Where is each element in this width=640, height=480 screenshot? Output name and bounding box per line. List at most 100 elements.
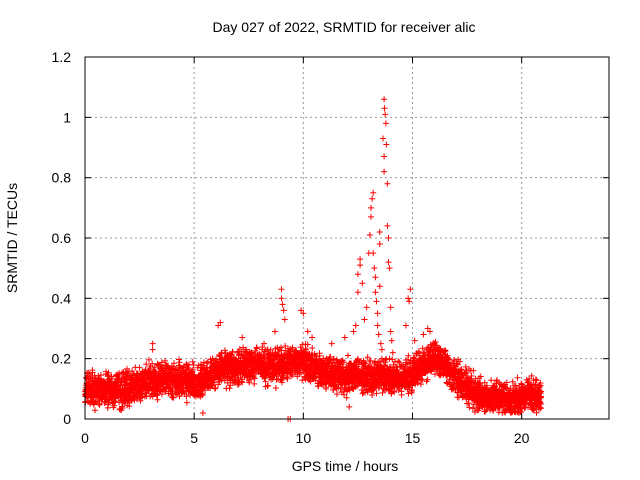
data-point bbox=[383, 141, 390, 148]
data-point bbox=[221, 347, 228, 354]
data-point bbox=[250, 374, 257, 381]
data-point bbox=[284, 375, 291, 382]
data-point bbox=[304, 328, 311, 335]
data-point bbox=[369, 195, 376, 202]
data-point bbox=[189, 358, 196, 365]
data-point bbox=[533, 377, 540, 384]
data-point bbox=[316, 352, 323, 359]
data-point bbox=[388, 337, 395, 344]
data-point bbox=[136, 364, 143, 371]
data-point bbox=[271, 328, 278, 335]
data-point bbox=[309, 345, 316, 352]
x-tick-label: 5 bbox=[190, 430, 198, 446]
data-point bbox=[154, 396, 161, 403]
data-point bbox=[170, 394, 177, 401]
data-point bbox=[488, 377, 495, 384]
data-point bbox=[374, 322, 381, 329]
data-point bbox=[341, 334, 348, 341]
data-point bbox=[375, 331, 382, 338]
data-point bbox=[346, 403, 353, 410]
data-point bbox=[234, 381, 241, 388]
data-point bbox=[509, 378, 516, 385]
data-point bbox=[381, 105, 388, 112]
data-point bbox=[200, 362, 207, 369]
y-tick-label: 0.8 bbox=[52, 170, 72, 186]
data-point bbox=[261, 348, 268, 355]
x-tick-label: 15 bbox=[405, 430, 421, 446]
data-point bbox=[170, 360, 177, 367]
data-point bbox=[357, 256, 364, 263]
data-point bbox=[129, 368, 136, 375]
x-axis-label: GPS time / hours bbox=[292, 458, 399, 474]
data-point bbox=[312, 377, 319, 384]
data-point bbox=[384, 180, 391, 187]
data-point bbox=[189, 366, 196, 373]
data-point bbox=[384, 222, 391, 229]
data-point bbox=[95, 372, 102, 379]
data-point bbox=[161, 357, 168, 364]
data-point bbox=[246, 379, 253, 386]
data-point bbox=[385, 235, 392, 241]
data-point bbox=[176, 372, 183, 379]
data-point bbox=[89, 369, 96, 376]
data-point bbox=[344, 352, 351, 359]
data-points bbox=[81, 96, 545, 422]
data-point bbox=[283, 374, 290, 381]
data-point bbox=[354, 271, 361, 278]
data-point bbox=[105, 369, 112, 376]
data-point bbox=[382, 111, 389, 118]
y-tick-label: 0.4 bbox=[52, 290, 72, 306]
data-point bbox=[372, 274, 379, 281]
data-point bbox=[217, 353, 224, 360]
data-point bbox=[381, 168, 388, 175]
data-point bbox=[357, 262, 364, 269]
data-point bbox=[158, 359, 165, 366]
data-point bbox=[279, 301, 286, 308]
data-point bbox=[239, 379, 246, 386]
data-point bbox=[116, 373, 123, 380]
data-point bbox=[406, 298, 413, 305]
data-point bbox=[350, 328, 357, 335]
data-point bbox=[366, 231, 373, 238]
data-point bbox=[514, 374, 521, 381]
data-point bbox=[372, 289, 379, 296]
data-point bbox=[289, 344, 296, 351]
data-point bbox=[119, 403, 126, 410]
data-point bbox=[330, 355, 337, 362]
data-point bbox=[253, 345, 260, 352]
data-point bbox=[385, 259, 392, 266]
data-point bbox=[381, 153, 388, 160]
data-point bbox=[86, 378, 93, 385]
data-point bbox=[287, 349, 294, 356]
data-point bbox=[309, 334, 316, 341]
data-point bbox=[183, 399, 190, 406]
data-point bbox=[92, 407, 99, 414]
data-point bbox=[280, 307, 287, 314]
x-tick-label: 20 bbox=[514, 430, 530, 446]
data-point bbox=[359, 280, 366, 287]
y-tick-label: 1.2 bbox=[52, 49, 72, 65]
data-point bbox=[229, 348, 236, 355]
data-point bbox=[328, 340, 335, 347]
data-point bbox=[149, 340, 156, 347]
data-point bbox=[405, 295, 412, 302]
data-point bbox=[143, 361, 150, 368]
data-point bbox=[183, 360, 190, 367]
data-point bbox=[176, 393, 183, 400]
data-point bbox=[304, 341, 311, 348]
data-point bbox=[387, 328, 394, 335]
data-point bbox=[137, 397, 144, 404]
data-point bbox=[228, 351, 235, 358]
data-point bbox=[226, 385, 233, 392]
data-point bbox=[272, 384, 279, 391]
data-point bbox=[398, 391, 405, 398]
data-point bbox=[278, 295, 285, 302]
data-point bbox=[109, 375, 116, 382]
data-point bbox=[176, 364, 183, 371]
data-point bbox=[477, 373, 484, 380]
y-axis-label: SRMTID / TECUs bbox=[4, 183, 20, 293]
data-point bbox=[377, 340, 384, 347]
data-point bbox=[218, 349, 225, 356]
data-point bbox=[281, 316, 288, 323]
